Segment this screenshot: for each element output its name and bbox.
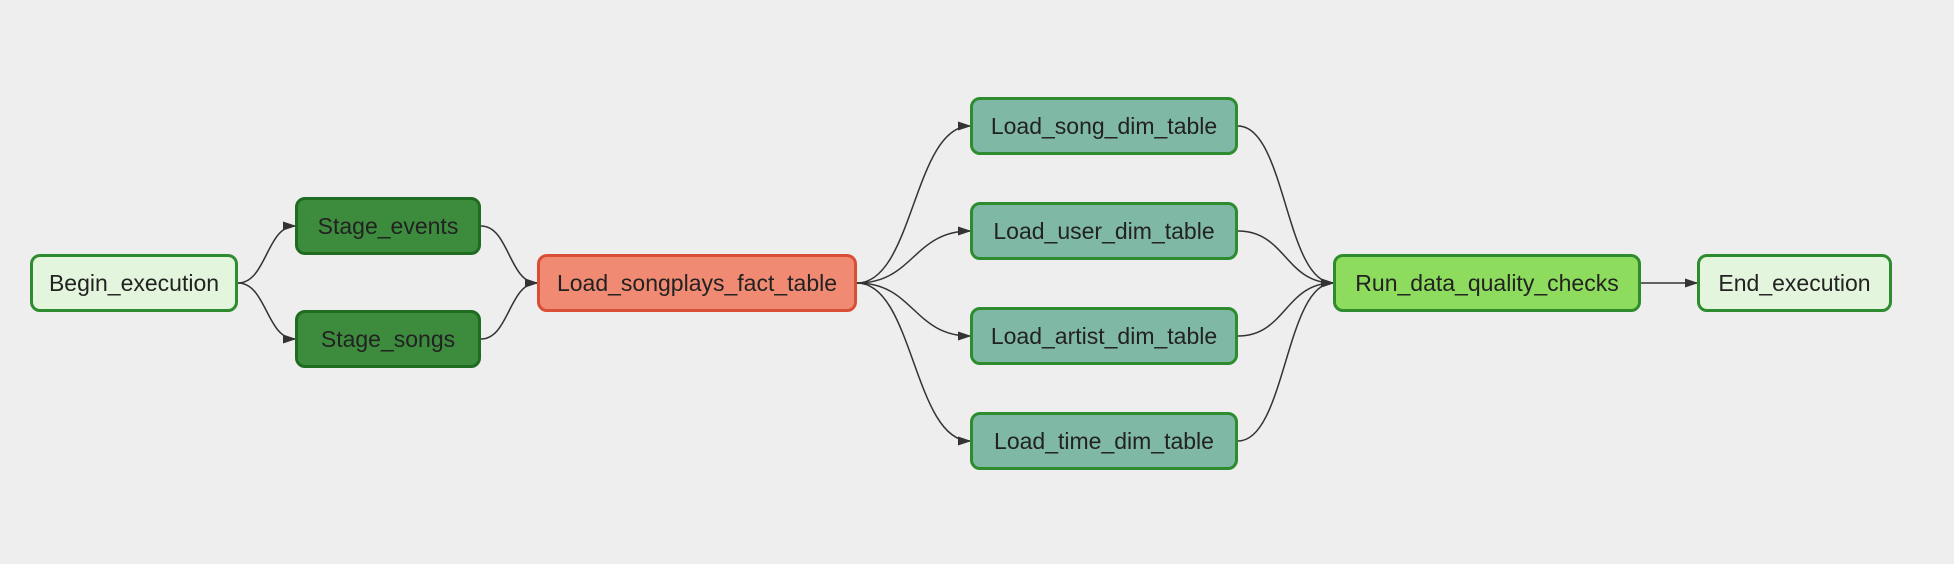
node-label: Stage_events — [318, 213, 459, 240]
edges-layer — [0, 0, 1954, 564]
node-qc: Run_data_quality_checks — [1333, 254, 1641, 312]
node-stage_songs: Stage_songs — [295, 310, 481, 368]
node-label: Load_time_dim_table — [994, 428, 1214, 455]
edge-fact-to-dim_song — [857, 126, 970, 283]
dag-canvas: Begin_execution Stage_events Stage_songs Lo… — [0, 0, 1954, 564]
node-end: End_execution — [1697, 254, 1892, 312]
node-label: End_execution — [1718, 270, 1870, 297]
node-dim_user: Load_user_dim_table — [970, 202, 1238, 260]
edge-dim_time-to-qc — [1238, 283, 1333, 441]
node-dim_time: Load_time_dim_table — [970, 412, 1238, 470]
edge-fact-to-dim_user — [857, 231, 970, 283]
node-label: Load_song_dim_table — [991, 113, 1217, 140]
node-stage_events: Stage_events — [295, 197, 481, 255]
edge-dim_user-to-qc — [1238, 231, 1333, 283]
edge-begin-to-stage_events — [238, 226, 295, 283]
node-dim_artist: Load_artist_dim_table — [970, 307, 1238, 365]
edge-stage_songs-to-fact — [481, 283, 537, 339]
node-fact: Load_songplays_fact_table — [537, 254, 857, 312]
node-label: Load_songplays_fact_table — [557, 270, 837, 297]
edge-begin-to-stage_songs — [238, 283, 295, 339]
edge-fact-to-dim_artist — [857, 283, 970, 336]
edge-dim_artist-to-qc — [1238, 283, 1333, 336]
node-label: Load_artist_dim_table — [991, 323, 1217, 350]
edge-fact-to-dim_time — [857, 283, 970, 441]
node-label: Load_user_dim_table — [993, 218, 1214, 245]
edge-stage_events-to-fact — [481, 226, 537, 283]
edge-dim_song-to-qc — [1238, 126, 1333, 283]
node-label: Stage_songs — [321, 326, 455, 353]
node-begin: Begin_execution — [30, 254, 238, 312]
node-label: Run_data_quality_checks — [1355, 270, 1618, 297]
node-label: Begin_execution — [49, 270, 219, 297]
node-dim_song: Load_song_dim_table — [970, 97, 1238, 155]
